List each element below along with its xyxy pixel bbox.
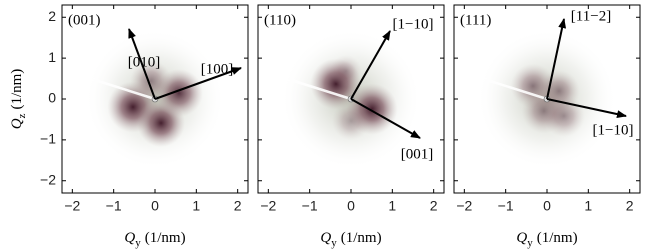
x-tick-label: 0 bbox=[347, 198, 355, 214]
x-tick-label: −1 bbox=[302, 198, 318, 214]
direction-arrow bbox=[350, 98, 421, 139]
arrow-label: [010] bbox=[128, 54, 161, 70]
x-tick-label: −2 bbox=[64, 198, 80, 214]
x-tick-label: −2 bbox=[260, 198, 276, 214]
arrow-label: [1−10] bbox=[593, 122, 634, 138]
beam-streak bbox=[59, 67, 156, 101]
direction-arrow bbox=[154, 67, 242, 100]
label-unit: (1/nm) bbox=[537, 230, 578, 246]
x-tick-label: 1 bbox=[388, 198, 396, 214]
x-tick-label: 1 bbox=[192, 198, 200, 214]
x-axis-label: Qy (1/nm) bbox=[516, 230, 577, 248]
label-symbol: Q bbox=[124, 230, 135, 246]
peak bbox=[130, 60, 172, 102]
panel-title: (110) bbox=[264, 12, 296, 28]
direction-arrow bbox=[546, 18, 567, 100]
y-tick-label: 1 bbox=[48, 49, 56, 65]
peak bbox=[331, 101, 371, 141]
panel-title: (001) bbox=[68, 12, 101, 28]
plot-frame bbox=[453, 4, 641, 194]
x-tick-label: 2 bbox=[626, 198, 634, 214]
direction-arrow bbox=[350, 30, 391, 100]
peak bbox=[330, 55, 362, 87]
arrow-label: [001] bbox=[401, 146, 434, 162]
panel: −2 −1 0 1 2 −2 −1 0 1 2 (001) [010] [100] Qy (1/nm) Qz (… bbox=[9, 4, 249, 249]
y-tick-label: −1 bbox=[40, 131, 56, 147]
x-tick-label: −2 bbox=[456, 198, 472, 214]
y-tick-label: −2 bbox=[40, 171, 56, 187]
y-tick-label: 0 bbox=[48, 90, 56, 106]
y-axis-label: Qz (1/nm) bbox=[9, 69, 27, 130]
label-subscript: y bbox=[135, 237, 141, 249]
x-axis-label: Qy (1/nm) bbox=[320, 230, 381, 248]
x-tick-label: 2 bbox=[430, 198, 438, 214]
arrow-label: [11−2] bbox=[571, 8, 611, 24]
label-subscript: y bbox=[331, 237, 337, 249]
x-tick-label: 0 bbox=[543, 198, 551, 214]
label-subscript: z bbox=[16, 113, 28, 118]
x-tick-label: 2 bbox=[234, 198, 242, 214]
x-tick-label: 1 bbox=[584, 198, 592, 214]
beam-streak bbox=[255, 67, 352, 101]
direction-arrow bbox=[546, 98, 627, 119]
beam-streak bbox=[451, 67, 548, 101]
arrow-label: [100] bbox=[201, 61, 234, 77]
x-axis-label: Qy (1/nm) bbox=[124, 230, 185, 248]
x-tick-label: −1 bbox=[498, 198, 514, 214]
label-unit: (1/nm) bbox=[9, 69, 25, 110]
direction-arrow bbox=[128, 28, 156, 100]
panel-title: (111) bbox=[460, 12, 491, 28]
y-tick-label: 2 bbox=[48, 8, 56, 24]
label-symbol: Q bbox=[9, 118, 25, 129]
arrow-label: [1−10] bbox=[393, 16, 434, 32]
label-symbol: Q bbox=[516, 230, 527, 246]
plot-frame bbox=[257, 4, 445, 194]
panel: −2 −1 0 1 2 (111) [11−2] [1−10] Qy (1/nm) bbox=[451, 4, 641, 249]
panel: −2 −1 0 1 2 (110) [1−10] [001] Qy (1/nm) bbox=[255, 4, 445, 249]
plot-frame bbox=[61, 4, 249, 194]
label-unit: (1/nm) bbox=[145, 230, 186, 246]
label-symbol: Q bbox=[320, 230, 331, 246]
x-tick-label: −1 bbox=[106, 198, 122, 214]
x-tick-label: 0 bbox=[151, 198, 159, 214]
label-subscript: y bbox=[527, 237, 533, 249]
label-unit: (1/nm) bbox=[341, 230, 382, 246]
peak bbox=[543, 95, 585, 137]
